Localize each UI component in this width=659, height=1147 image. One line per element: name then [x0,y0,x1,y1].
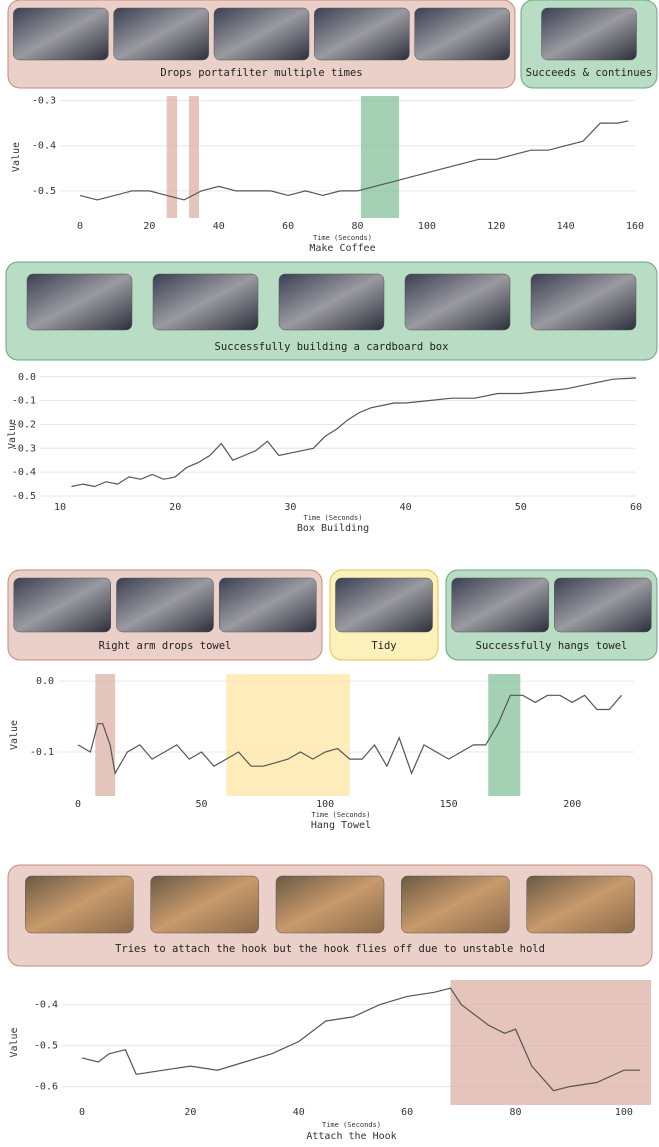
thumbnail [219,577,317,633]
thumbnail [526,875,635,934]
y-tick-label: -0.5 [32,186,56,197]
y-tick-label: -0.3 [12,443,36,454]
caption-text: Successfully hangs towel [476,640,628,652]
thumbnail [25,875,134,934]
thumbnail [152,273,259,331]
x-tick-label: 50 [196,799,208,810]
x-tick-label: 0 [79,1107,85,1118]
x-tick-label: 100 [615,1107,633,1118]
thumbnail [150,875,259,934]
x-axis-label: Time (Seconds) [322,1121,381,1129]
y-axis-label: Value [9,720,20,750]
thumbnail [275,875,385,934]
x-tick-label: 80 [510,1107,522,1118]
highlight-span [188,96,199,218]
highlight-span [488,674,521,796]
thumbnail [554,577,652,633]
highlight-span [450,980,651,1105]
x-tick-label: 20 [184,1107,196,1118]
highlight-span [226,674,350,796]
x-tick-label: 100 [316,799,334,810]
y-tick-label: -0.4 [12,467,36,478]
thumbnail [278,273,385,331]
thumbnail [335,577,433,633]
x-tick-label: 60 [401,1107,413,1118]
y-tick-label: -0.4 [32,141,56,152]
x-tick-label: 150 [440,799,458,810]
y-axis-label: Value [9,1027,20,1057]
caption-text: Drops portafilter multiple times [160,67,362,79]
y-tick-label: 0.0 [36,676,54,687]
x-tick-label: 80 [351,221,363,232]
x-axis-label: Time (Seconds) [313,234,372,242]
chart-title: Box Building [297,523,369,534]
y-tick-label: -0.1 [30,747,54,758]
x-tick-label: 100 [418,221,436,232]
y-tick-label: -0.1 [12,396,36,407]
thumbnail [13,7,109,61]
chart-title: Hang Towel [311,820,371,831]
x-tick-label: 40 [400,502,412,513]
x-tick-label: 120 [487,221,505,232]
x-tick-label: 60 [282,221,294,232]
data-line [81,987,641,1092]
x-tick-label: 0 [75,799,81,810]
x-tick-label: 20 [169,502,181,513]
y-tick-label: 0.0 [18,372,36,383]
y-tick-label: -0.4 [34,1000,58,1011]
x-tick-label: 0 [77,221,83,232]
chart-title: Make Coffee [309,243,375,254]
thumbnail [541,7,637,61]
x-tick-label: 10 [54,502,66,513]
y-tick-label: -0.5 [12,491,36,502]
x-tick-label: 50 [515,502,527,513]
caption-text: Succeeds & continues [526,67,652,79]
caption-text: Right arm drops towel [99,640,232,652]
data-line [79,120,629,201]
highlight-span [95,674,116,796]
thumbnail [530,273,637,331]
x-tick-label: 40 [213,221,225,232]
x-tick-label: 30 [284,502,296,513]
x-tick-label: 160 [626,221,644,232]
x-tick-label: 60 [630,502,642,513]
thumbnail [13,577,111,633]
thumbnail [113,7,209,61]
thumbnail [414,7,510,61]
thumbnail [213,7,310,61]
thumbnail [451,577,549,633]
y-axis-label: Value [11,142,22,172]
data-line [71,377,637,488]
chart-title: Attach the Hook [306,1131,396,1142]
x-tick-label: 200 [563,799,581,810]
thumbnail [116,577,214,633]
y-tick-label: -0.3 [32,96,56,107]
x-tick-label: 140 [557,221,575,232]
caption-text: Tries to attach the hook but the hook fl… [115,943,545,955]
caption-text: Tidy [371,640,396,652]
y-tick-label: -0.2 [12,419,36,430]
caption-text: Successfully building a cardboard box [215,341,449,353]
y-tick-label: -0.6 [34,1082,58,1093]
x-tick-label: 20 [143,221,155,232]
x-axis-label: Time (Seconds) [311,811,370,819]
highlight-span [166,96,178,218]
highlight-span [360,96,400,218]
thumbnail [401,875,510,934]
y-axis-label: Value [7,419,18,449]
thumbnail [26,273,133,331]
x-tick-label: 40 [293,1107,305,1118]
thumbnail [314,7,410,61]
data-line [77,694,623,776]
x-axis-label: Time (Seconds) [303,514,362,522]
thumbnail [404,273,511,331]
y-tick-label: -0.5 [34,1041,58,1052]
